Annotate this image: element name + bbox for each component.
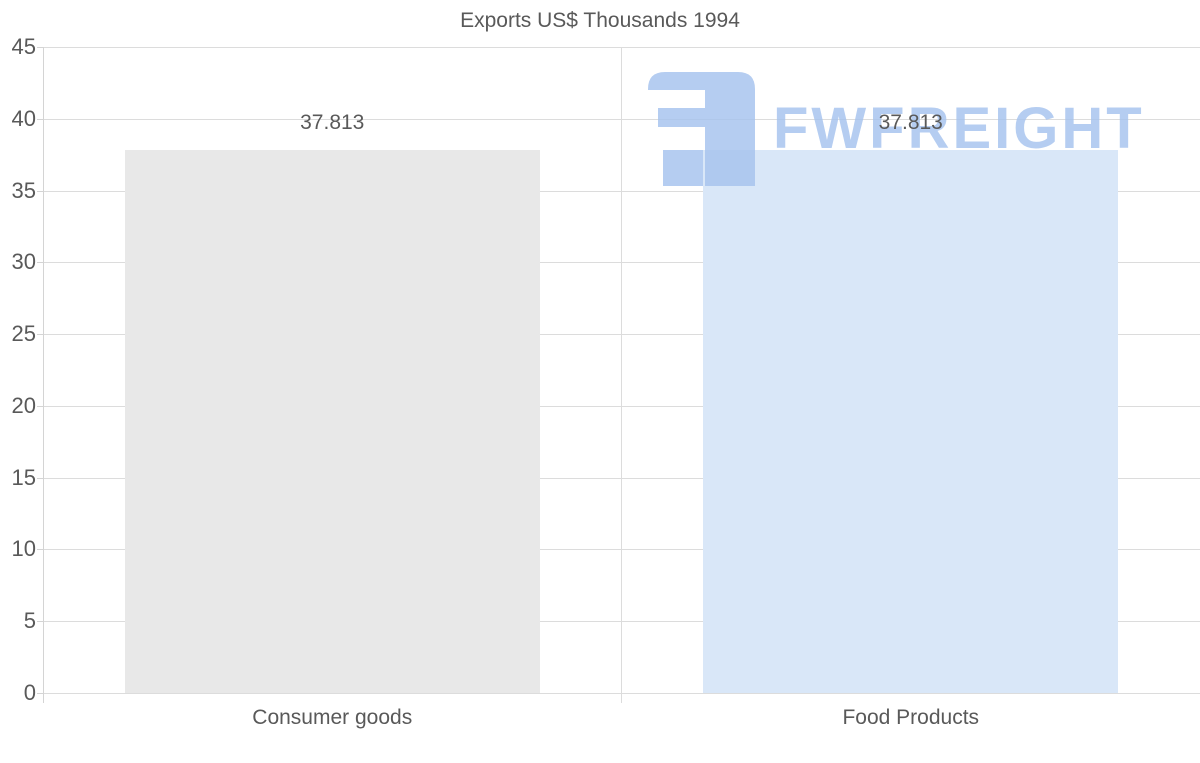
tick-y-45 [37, 47, 43, 48]
bar-consumer-goods[interactable] [124, 150, 540, 693]
y-axis-label-30: 30 [11, 249, 36, 275]
x-axis-label-consumer-goods: Consumer goods [252, 706, 413, 729]
tick-y-40 [37, 118, 43, 120]
y-axis-label-35: 35 [11, 177, 36, 203]
plot-area [37, 47, 1200, 703]
y-axis-label-45: 45 [11, 34, 36, 59]
y-axis-label-10: 10 [11, 536, 36, 562]
tick-y-30 [37, 262, 43, 264]
y-axis-label-20: 20 [11, 392, 36, 418]
y-axis-label-15: 15 [11, 464, 36, 490]
x-axis-label-food-products: Food Products [842, 706, 980, 729]
tick-y-0 [37, 693, 43, 694]
y-axis-label-0: 0 [23, 680, 36, 705]
y-axis-label-25: 25 [11, 321, 36, 347]
y-axis-line [43, 47, 44, 703]
bar-value-label-0: 37.813 [300, 111, 365, 135]
tick-y-20 [37, 405, 43, 407]
tick-y-5 [37, 621, 43, 623]
tick-y-10 [37, 549, 43, 551]
y-axis-label-5: 5 [23, 608, 36, 634]
tick-y-35 [37, 190, 43, 192]
bar-value-label-1: 37.813 [878, 111, 943, 135]
tick-y-15 [37, 477, 43, 479]
tick-y-25 [37, 334, 43, 336]
vertical-gridline [621, 47, 622, 703]
bar-food-products[interactable] [703, 150, 1119, 693]
chart-title: Exports US$ Thousands 1994 [460, 9, 740, 32]
y-axis-label-40: 40 [11, 105, 36, 131]
